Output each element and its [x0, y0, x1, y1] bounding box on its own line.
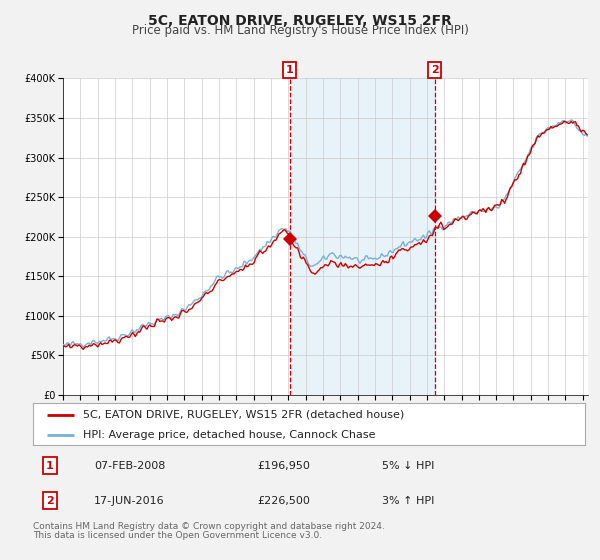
Text: 5% ↓ HPI: 5% ↓ HPI: [382, 460, 434, 470]
Text: Contains HM Land Registry data © Crown copyright and database right 2024.: Contains HM Land Registry data © Crown c…: [33, 522, 385, 531]
Text: Price paid vs. HM Land Registry's House Price Index (HPI): Price paid vs. HM Land Registry's House …: [131, 24, 469, 37]
Text: 3% ↑ HPI: 3% ↑ HPI: [382, 496, 434, 506]
Text: 5C, EATON DRIVE, RUGELEY, WS15 2FR (detached house): 5C, EATON DRIVE, RUGELEY, WS15 2FR (deta…: [83, 410, 404, 420]
Text: 1: 1: [46, 460, 53, 470]
Text: This data is licensed under the Open Government Licence v3.0.: This data is licensed under the Open Gov…: [33, 531, 322, 540]
Text: £226,500: £226,500: [258, 496, 311, 506]
Text: 2: 2: [431, 65, 439, 75]
Text: £196,950: £196,950: [258, 460, 311, 470]
Text: HPI: Average price, detached house, Cannock Chase: HPI: Average price, detached house, Cann…: [83, 430, 375, 440]
Text: 1: 1: [286, 65, 293, 75]
Text: 07-FEB-2008: 07-FEB-2008: [94, 460, 165, 470]
Text: 5C, EATON DRIVE, RUGELEY, WS15 2FR: 5C, EATON DRIVE, RUGELEY, WS15 2FR: [148, 14, 452, 28]
Text: 17-JUN-2016: 17-JUN-2016: [94, 496, 165, 506]
Text: 2: 2: [46, 496, 53, 506]
Bar: [290, 78, 435, 395]
